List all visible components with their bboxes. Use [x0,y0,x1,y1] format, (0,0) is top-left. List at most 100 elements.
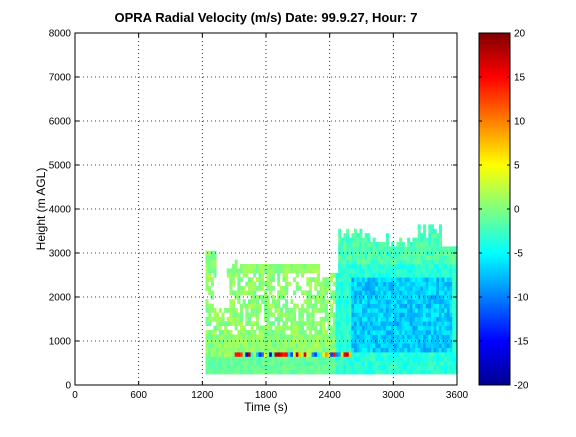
heatmap-cell [449,259,453,265]
heatmap-cell [452,303,456,309]
heatmap-cell [229,352,233,357]
heatmap-cell [332,321,336,326]
heatmap-cell [322,330,326,335]
heatmap-cell [208,308,212,313]
heatmap-cell [232,360,236,366]
heatmap-cell [301,316,305,322]
heatmap-cell [205,286,209,291]
heatmap-cell [330,303,334,309]
heatmap-cell [277,352,281,357]
heatmap-cell [277,268,281,274]
heatmap-cell [383,250,387,256]
heatmap-cell [255,347,259,353]
heatmap-cell [282,352,286,357]
heatmap-cell [449,255,453,260]
heatmap-cell [343,250,347,256]
heatmap-cell [316,352,320,357]
heatmap-cell [234,272,238,278]
heatmap-cell [232,277,236,282]
heatmap-cell [377,277,381,282]
heatmap-cell [255,277,259,282]
heatmap-cell [399,343,403,348]
heatmap-cell [391,281,395,287]
heatmap-cell [372,308,376,313]
heatmap-cell [258,272,262,278]
heatmap-cell [338,365,342,370]
heatmap-cell [388,303,392,309]
heatmap-cell [338,299,342,304]
heatmap-cell [330,360,334,366]
heatmap-cell [380,356,384,362]
heatmap-cell [393,352,397,357]
heatmap-cell [354,228,358,234]
heatmap-cell [444,259,448,265]
heatmap-cell [425,277,429,282]
heatmap-cell [295,321,299,326]
heatmap-cell [404,294,408,300]
heatmap-cell [271,312,275,318]
heatmap-cell [438,264,443,269]
heatmap-cell [433,286,437,291]
heatmap-cell [375,281,379,287]
heatmap-cell [234,360,238,366]
heatmap-cell [375,299,379,304]
heatmap-cell [354,237,358,243]
heatmap-cell [431,334,435,340]
heatmap-cell [332,356,336,362]
heatmap-cell [356,325,360,331]
heatmap-cell [452,343,456,348]
heatmap-cell [306,316,310,322]
heatmap-cell [205,259,209,265]
heatmap-cell [250,365,254,370]
heatmap-cell [449,281,453,287]
heatmap-cell [401,264,405,269]
heatmap-cell [218,330,222,335]
heatmap-cell [436,264,440,269]
heatmap-cell [438,281,443,287]
heatmap-cell [290,347,294,353]
heatmap-cell [356,330,360,335]
heatmap-cell [391,321,395,326]
heatmap-cell [277,281,281,287]
heatmap-cell [303,308,307,313]
heatmap-cell [359,242,363,247]
heatmap-cell [438,347,443,353]
heatmap-cell [282,365,286,370]
heatmap-cell [454,264,457,269]
heatmap-cell [216,343,220,348]
heatmap-cell [415,246,419,252]
heatmap-cell [301,356,305,362]
heatmap-cell [240,264,244,269]
heatmap-cell [311,312,315,318]
heatmap-cell [348,343,352,348]
heatmap-cell [388,356,392,362]
heatmap-cell [367,281,371,287]
heatmap-cell [277,303,281,309]
heatmap-cell [295,281,299,287]
heatmap-cell [308,268,313,274]
heatmap-cell [216,365,220,370]
heatmap-cell [340,237,344,243]
heatmap-cell [229,343,233,348]
heatmap-cell [224,321,228,326]
heatmap-cell [232,290,236,296]
heatmap-cell [285,281,289,287]
heatmap-cell [247,264,252,269]
heatmap-cell [407,303,411,309]
heatmap-cell [356,286,360,291]
heatmap-cell [340,286,344,291]
heatmap-cell [433,299,437,304]
heatmap-cell [340,303,344,309]
heatmap-cell [446,250,450,256]
heatmap-cell [250,347,254,353]
heatmap-cell [279,325,283,331]
heatmap-cell [362,246,366,252]
heatmap-cell [438,268,443,274]
heatmap-cell [319,330,323,335]
heatmap-cell [258,338,262,344]
heatmap-cell [438,321,443,326]
heatmap-cell [431,356,435,362]
heatmap-cell [269,365,273,370]
heatmap-cell [306,308,310,313]
heatmap-cell [401,308,405,313]
